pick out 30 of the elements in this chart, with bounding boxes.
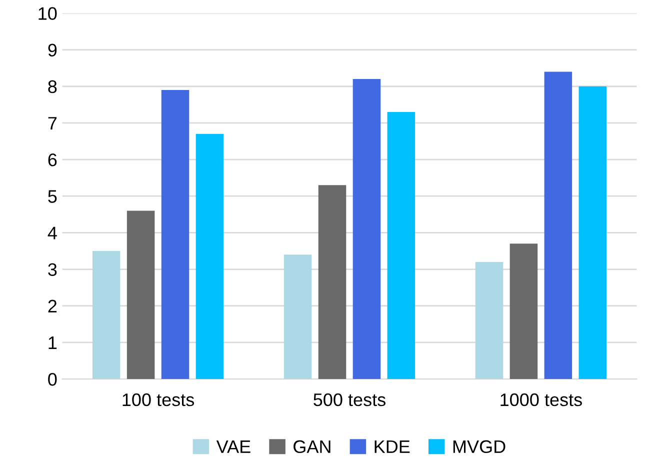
bar [284,254,312,380]
y-tick-label: 6 [48,153,57,166]
y-tick-label: 3 [48,263,57,276]
legend-label: GAN [294,440,330,454]
y-tick-label: 9 [48,44,57,57]
legend-label: KDE [374,440,410,453]
bar [196,134,224,380]
y-tick-label: 2 [48,300,57,312]
y-tick-label: 10 [38,7,57,20]
y-tick-label: 7 [48,117,57,130]
bar [352,79,381,380]
legend-label: VAE [216,440,250,453]
y-tick-label: 8 [48,80,57,94]
y-tick-label: 0 [48,372,57,386]
x-tick-label: 1000 tests [500,393,582,406]
bar [387,112,416,380]
bar [475,262,504,380]
y-tick-label: 4 [48,226,57,240]
bar [161,90,190,380]
bar [578,86,607,380]
bar [126,210,155,380]
bar [544,72,572,380]
x-tick-label: 500 tests [314,393,386,406]
y-tick-label: 1 [48,336,57,349]
bar [318,185,346,380]
x-tick-label: 100 tests [122,393,194,406]
bar [510,244,538,380]
bar [92,250,120,380]
y-tick-label: 5 [48,190,57,203]
legend-label: MVGD [453,440,506,454]
